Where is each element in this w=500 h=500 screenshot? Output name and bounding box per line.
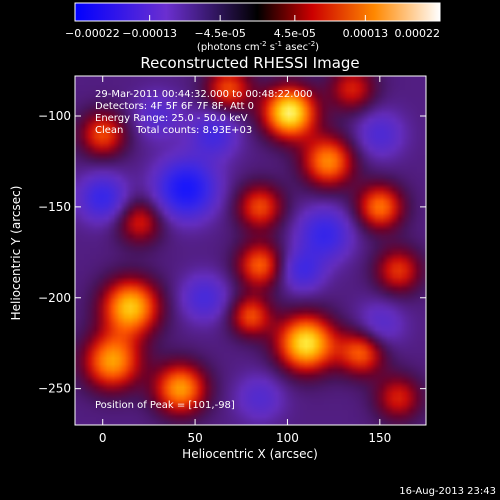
colorbar xyxy=(74,2,441,22)
axis-ticks: 0 50 100 150 −100 −150 −200 −250 xyxy=(38,76,426,445)
annotation-clean: Clean Total counts: 8.93E+03 xyxy=(95,125,252,136)
colorbar-tick-label: −0.00013 xyxy=(122,27,177,40)
x-tick-label: 150 xyxy=(368,431,391,445)
x-tick-label: 0 xyxy=(99,431,107,445)
x-axis-label: Heliocentric X (arcsec) xyxy=(182,447,318,461)
colorbar-units: (photons cm-2 s-1 asec-2) xyxy=(197,40,319,53)
y-tick-label: −100 xyxy=(38,109,71,123)
x-tick-label: 50 xyxy=(187,431,202,445)
colorbar-tick-label: 0.00013 xyxy=(343,27,389,40)
colorbar-tick-label: 4.5e-05 xyxy=(274,27,316,40)
footer-timestamp: 16-Aug-2013 23:43 xyxy=(399,486,496,497)
annotation-peak: Position of Peak = [101,-98] xyxy=(95,400,235,411)
colorbar-tick-label: −0.00022 xyxy=(65,27,120,40)
colorbar-tick-label: −4.5e-05 xyxy=(194,27,245,40)
y-axis-label: Heliocentric Y (arcsec) xyxy=(9,186,23,321)
heatmap-image xyxy=(75,76,426,425)
y-tick-label: −150 xyxy=(38,200,71,214)
annotation-time: 29-Mar-2011 00:44:32.000 to 00:48:22.000 xyxy=(95,89,313,100)
plot-frame xyxy=(74,75,427,426)
y-tick-label: −250 xyxy=(38,382,71,396)
annotation-energy: Energy Range: 25.0 - 50.0 keV xyxy=(95,113,248,124)
x-tick-label: 100 xyxy=(276,431,299,445)
annotation-detectors: Detectors: 4F 5F 6F 7F 8F, Att 0 xyxy=(95,101,254,112)
chart-title: Reconstructed RHESSI Image xyxy=(140,54,359,72)
colorbar-tick-label: 0.00022 xyxy=(395,27,441,40)
colorbar-ticks: −0.00022 −0.00013 −4.5e-05 4.5e-05 0.00013 0.… xyxy=(65,15,441,40)
y-tick-label: −200 xyxy=(38,291,71,305)
